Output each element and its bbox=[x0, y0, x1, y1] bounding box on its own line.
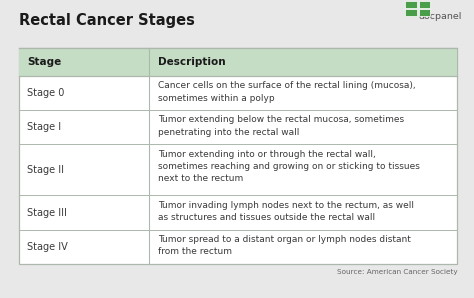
Text: Tumor extending below the rectal mucosa, sometimes
penetrating into the rectal w: Tumor extending below the rectal mucosa,… bbox=[158, 116, 404, 137]
Text: docpanel: docpanel bbox=[419, 12, 462, 21]
Text: Rectal Cancer Stages: Rectal Cancer Stages bbox=[19, 13, 195, 28]
Text: Description: Description bbox=[158, 57, 226, 67]
Text: Source: American Cancer Society: Source: American Cancer Society bbox=[337, 269, 457, 275]
Bar bbox=[419, 1, 430, 8]
Text: Stage II: Stage II bbox=[27, 165, 64, 175]
Bar bbox=[405, 9, 417, 16]
Bar bbox=[419, 9, 430, 16]
Text: Tumor extending into or through the rectal wall,
sometimes reaching and growing : Tumor extending into or through the rect… bbox=[158, 150, 419, 183]
Text: Stage III: Stage III bbox=[27, 207, 67, 218]
Text: Stage 0: Stage 0 bbox=[27, 88, 65, 98]
Text: Cancer cells on the surface of the rectal lining (mucosa),
sometimes within a po: Cancer cells on the surface of the recta… bbox=[158, 81, 416, 103]
Bar bbox=[405, 1, 417, 8]
Text: Stage I: Stage I bbox=[27, 122, 62, 132]
Text: Stage IV: Stage IV bbox=[27, 242, 68, 252]
Text: Stage: Stage bbox=[27, 57, 62, 67]
Bar bbox=[19, 48, 457, 76]
Text: Tumor spread to a distant organ or lymph nodes distant
from the rectum: Tumor spread to a distant organ or lymph… bbox=[158, 235, 410, 256]
Bar bbox=[19, 48, 457, 264]
Text: Tumor invading lymph nodes next to the rectum, as well
as structures and tissues: Tumor invading lymph nodes next to the r… bbox=[158, 201, 414, 222]
